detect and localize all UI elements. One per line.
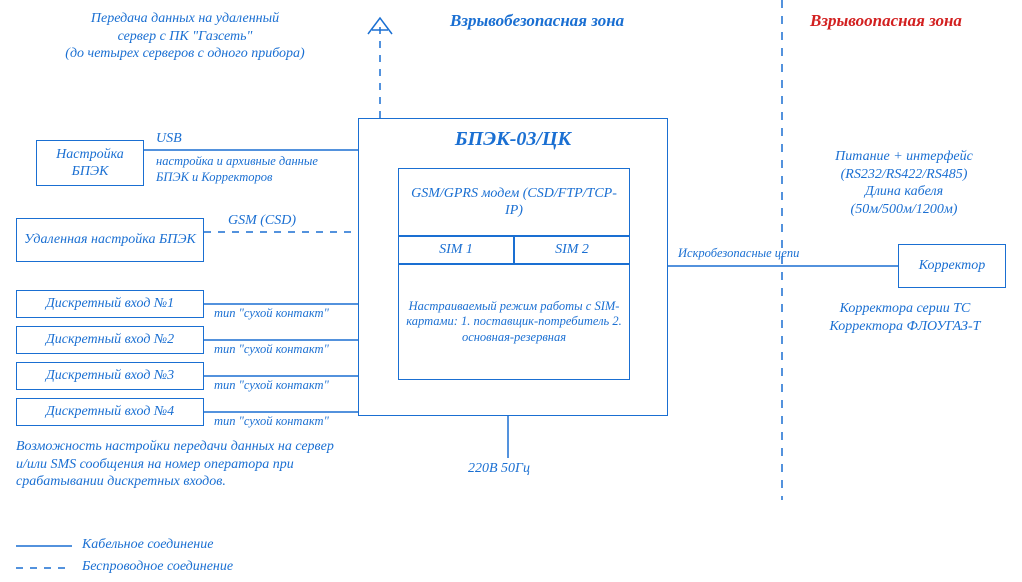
din1-label: Дискретный вход №1 bbox=[46, 295, 174, 313]
usb-label: USB bbox=[156, 130, 182, 148]
corrector-label: Корректор bbox=[919, 257, 985, 275]
gsm-label: GSM (CSD) bbox=[228, 212, 296, 230]
din3-label: Дискретный вход №3 bbox=[46, 367, 174, 385]
bottom-note: Возможность настройки передачи данных на… bbox=[16, 438, 456, 491]
sim-mode-box: Настраиваемый режим работы с SIM-картами… bbox=[398, 264, 630, 380]
din3-box: Дискретный вход №3 bbox=[16, 362, 204, 390]
remote-setup-box: Удаленная настройка БПЭК bbox=[16, 218, 204, 262]
corrector-box: Корректор bbox=[898, 244, 1006, 288]
din3-type: тип "сухой контакт" bbox=[214, 378, 329, 394]
din4-box: Дискретный вход №4 bbox=[16, 398, 204, 426]
sim2-label: SIM 2 bbox=[555, 241, 589, 259]
top-note: Передача данных на удаленный сервер с ПК… bbox=[20, 10, 350, 63]
safe-zone-header: Взрывобезопасная зона bbox=[450, 10, 624, 31]
legend-cable: Кабельное соединение bbox=[82, 536, 213, 554]
din1-box: Дискретный вход №1 bbox=[16, 290, 204, 318]
din2-label: Дискретный вход №2 bbox=[46, 331, 174, 349]
setup-box: Настройка БПЭК bbox=[36, 140, 144, 186]
din2-type: тип "сухой контакт" bbox=[214, 342, 329, 358]
power-label: 220В 50Гц bbox=[468, 460, 530, 478]
sim1-box: SIM 1 bbox=[398, 236, 514, 264]
modem-label: GSM/GPRS модем (CSD/FTP/TCP-IP) bbox=[405, 185, 623, 220]
setup-label: Настройка БПЭК bbox=[43, 146, 137, 181]
iface-note: Питание + интерфейс (RS232/RS422/RS485) … bbox=[804, 148, 1004, 218]
safe-circuit-label: Искробезопасные цепи bbox=[678, 246, 799, 262]
din4-label: Дискретный вход №4 bbox=[46, 403, 174, 421]
din1-type: тип "сухой контакт" bbox=[214, 306, 329, 322]
usb-sub-label: настройка и архивные данные БПЭК и Корре… bbox=[156, 154, 318, 185]
sim1-label: SIM 1 bbox=[439, 241, 473, 259]
din2-box: Дискретный вход №2 bbox=[16, 326, 204, 354]
sim-mode-label: Настраиваемый режим работы с SIM-картами… bbox=[405, 299, 623, 346]
din4-type: тип "сухой контакт" bbox=[214, 414, 329, 430]
corrector-note: Корректора серии ТС Корректора ФЛОУГАЗ-Т bbox=[800, 300, 1010, 335]
main-title: БПЭК-03/ЦК bbox=[455, 127, 571, 152]
legend-wireless: Беспроводное соединение bbox=[82, 558, 233, 576]
hazard-zone-header: Взрывоопасная зона bbox=[810, 10, 962, 31]
sim2-box: SIM 2 bbox=[514, 236, 630, 264]
modem-box: GSM/GPRS модем (CSD/FTP/TCP-IP) bbox=[398, 168, 630, 236]
remote-setup-label: Удаленная настройка БПЭК bbox=[24, 231, 196, 249]
